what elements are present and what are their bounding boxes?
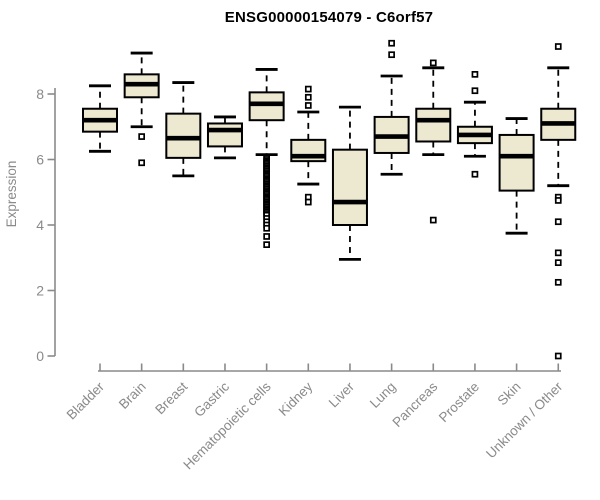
outlier-point [471, 70, 479, 78]
outlier-point [554, 352, 562, 360]
x-category-label-skin: Skin [495, 379, 524, 408]
x-category-label-gastric: Gastric [191, 379, 232, 420]
outlier-point [554, 43, 562, 50]
iqr-box [165, 112, 202, 159]
x-category-label-unknown-other: Unknown / Other [483, 379, 566, 462]
iqr-box [415, 107, 452, 143]
outlier-point [304, 93, 312, 101]
outlier-point [554, 197, 562, 204]
y-axis-label: Expression [4, 161, 19, 228]
y-tick-label: 4 [36, 217, 44, 233]
x-category-label-lung: Lung [367, 379, 399, 411]
outlier-point [304, 102, 312, 109]
box-group-kidney [290, 85, 327, 206]
x-category-label-kidney: Kidney [276, 379, 316, 419]
x-category-label-brain: Brain [116, 379, 149, 412]
outlier-point [429, 59, 437, 67]
box-group-prostate [456, 70, 493, 178]
x-category-label-breast: Breast [152, 379, 190, 417]
outlier-point [554, 249, 562, 257]
iqr-box [206, 122, 243, 148]
boxplot-series [82, 39, 577, 360]
iqr-box [248, 91, 285, 122]
box-group-breast [165, 81, 202, 178]
y-tick-label: 8 [36, 86, 44, 102]
outlier-point [554, 259, 562, 267]
iqr-box [498, 133, 535, 192]
iqr-box [331, 148, 368, 226]
box-group-gastric [206, 115, 243, 160]
box-group-lung [373, 39, 410, 176]
outlier-point [304, 85, 312, 93]
box-group-liver [331, 105, 368, 261]
outlier-point [304, 198, 312, 206]
box-group-pancreas [415, 59, 452, 224]
box-group-bladder [82, 84, 118, 153]
y-tick-label: 2 [36, 282, 44, 298]
outlier-point [263, 241, 270, 248]
y-tick-label: 0 [36, 348, 44, 364]
outlier-point [554, 218, 562, 226]
chart-title: ENSG00000154079 - C6orf57 [225, 9, 433, 26]
outlier-point [471, 170, 479, 178]
outlier-point [138, 133, 146, 140]
x-category-label-pancreas: Pancreas [389, 379, 440, 430]
outlier-point [554, 278, 562, 286]
y-tick-label: 6 [36, 151, 44, 167]
x-category-label-liver: Liver [326, 379, 358, 411]
outlier-point [263, 233, 270, 240]
box-group-brain [123, 51, 160, 167]
box-group-skin [498, 117, 535, 235]
outlier-point [429, 216, 437, 224]
outlier-point [138, 159, 146, 167]
box-group-hematopoietic-cells [248, 68, 285, 248]
outlier-point [471, 87, 479, 95]
x-category-label-prostate: Prostate [436, 379, 482, 425]
outlier-point [263, 224, 270, 232]
x-category-label-bladder: Bladder [64, 379, 108, 423]
outlier-point [388, 39, 395, 47]
box-group-unknown-other [540, 43, 577, 360]
outlier-point [388, 51, 395, 59]
